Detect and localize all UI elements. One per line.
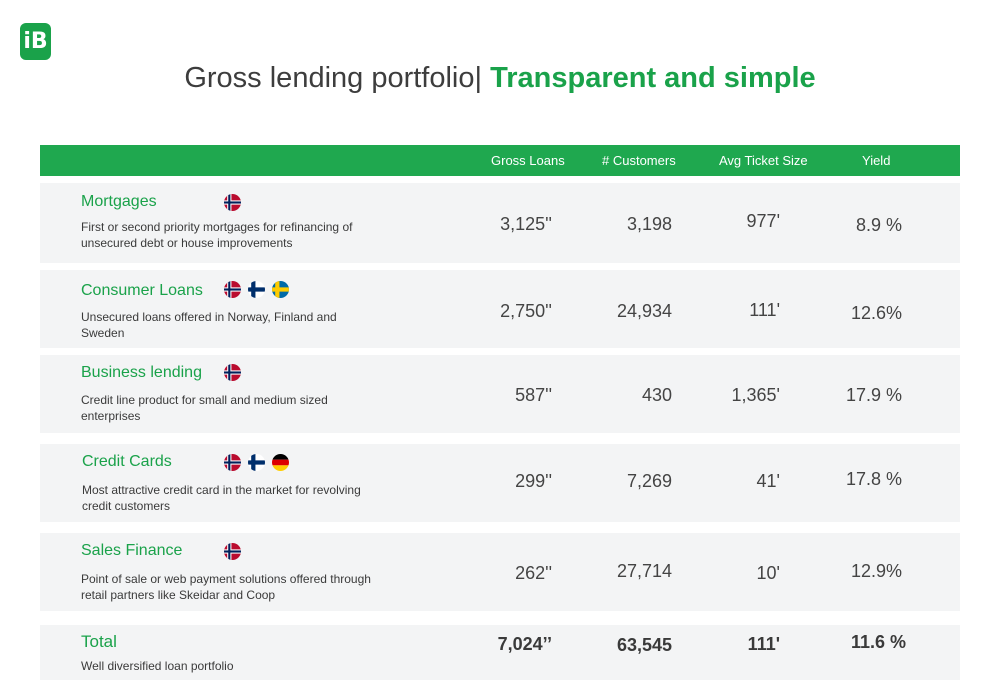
product-description: Point of sale or web payment solutions o… [81, 572, 371, 602]
gross-loans-value: 3,125'' [500, 214, 552, 234]
yield-value: 17.9 % [845, 385, 902, 405]
total-row: Total Well diversified loan portfolio 7,… [40, 625, 960, 680]
avg-ticket-value: 10' [756, 563, 780, 583]
table-header: Gross Loans # Customers Avg Ticket Size … [40, 145, 960, 176]
gross-loans-value: 262'' [515, 563, 552, 583]
finland-flag-icon [248, 454, 265, 471]
product-description: First or second priority mortgages for r… [81, 220, 353, 250]
total-gross-loans-value: 7,024’’ [497, 634, 552, 654]
total-label: Total [81, 632, 117, 651]
product-name: Credit Cards [82, 453, 172, 470]
yield-value: 12.6% [850, 303, 902, 323]
product-description: Unsecured loans offered in Norway, Finla… [81, 310, 337, 340]
customers-value: 24,934 [616, 301, 672, 321]
title-accent: Transparent and simple [482, 62, 816, 94]
product-name: Business lending [81, 364, 202, 381]
table-row: Consumer Loans Unsecured loans offered i… [40, 270, 960, 348]
norway-flag-icon [224, 194, 241, 211]
norway-flag-icon [224, 281, 241, 298]
gross-loans-value: 299'' [515, 471, 552, 491]
product-description: Most attractive credit card in the marke… [82, 483, 361, 513]
customers-value: 3,198 [626, 214, 672, 234]
total-description: Well diversified loan portfolio [81, 659, 234, 673]
product-name: Mortgages [81, 193, 157, 210]
total-customers-value: 63,545 [616, 635, 672, 655]
flag-group [224, 281, 289, 298]
column-customers: # Customers [602, 153, 676, 168]
customers-value: 27,714 [616, 561, 672, 581]
column-gross-loans: Gross Loans [491, 153, 565, 168]
yield-value: 17.8 % [845, 469, 902, 489]
norway-flag-icon [224, 364, 241, 381]
germany-flag-icon [272, 454, 289, 471]
product-name: Consumer Loans [81, 282, 203, 299]
company-logo: iB [20, 23, 51, 60]
title-main: Gross lending portfolio [184, 62, 475, 94]
avg-ticket-value: 1,365' [731, 385, 780, 405]
column-yield: Yield [862, 153, 891, 168]
gross-loans-value: 2,750'' [500, 301, 552, 321]
total-avg-ticket-value: 111' [747, 634, 780, 654]
avg-ticket-value: 111' [749, 300, 780, 320]
table-row: Mortgages First or second priority mortg… [40, 183, 960, 263]
total-yield-value: 11.6 % [850, 632, 906, 652]
avg-ticket-value: 977' [746, 211, 780, 231]
norway-flag-icon [224, 543, 241, 560]
customers-value: 7,269 [626, 471, 672, 491]
product-description: Credit line product for small and medium… [81, 393, 328, 423]
sweden-flag-icon [272, 281, 289, 298]
customers-value: 430 [641, 385, 672, 405]
table-row: Business lending Credit line product for… [40, 355, 960, 433]
flag-group [224, 364, 241, 381]
gross-loans-value: 587'' [515, 385, 552, 405]
title-separator: | [474, 62, 483, 94]
table-row: Sales Finance Point of sale or web payme… [40, 533, 960, 611]
column-avg-ticket: Avg Ticket Size [719, 153, 808, 168]
flag-group [224, 194, 241, 211]
flag-group [224, 454, 289, 471]
page-title: Gross lending portfolio| Transparent and… [0, 62, 1000, 95]
product-name: Sales Finance [81, 542, 183, 559]
yield-value: 8.9 % [855, 215, 902, 235]
norway-flag-icon [224, 454, 241, 471]
finland-flag-icon [248, 281, 265, 298]
avg-ticket-value: 41' [756, 471, 780, 491]
flag-group [224, 543, 241, 560]
yield-value: 12.9% [850, 561, 902, 581]
table-row: Credit Cards Most attractive credit card… [40, 444, 960, 522]
